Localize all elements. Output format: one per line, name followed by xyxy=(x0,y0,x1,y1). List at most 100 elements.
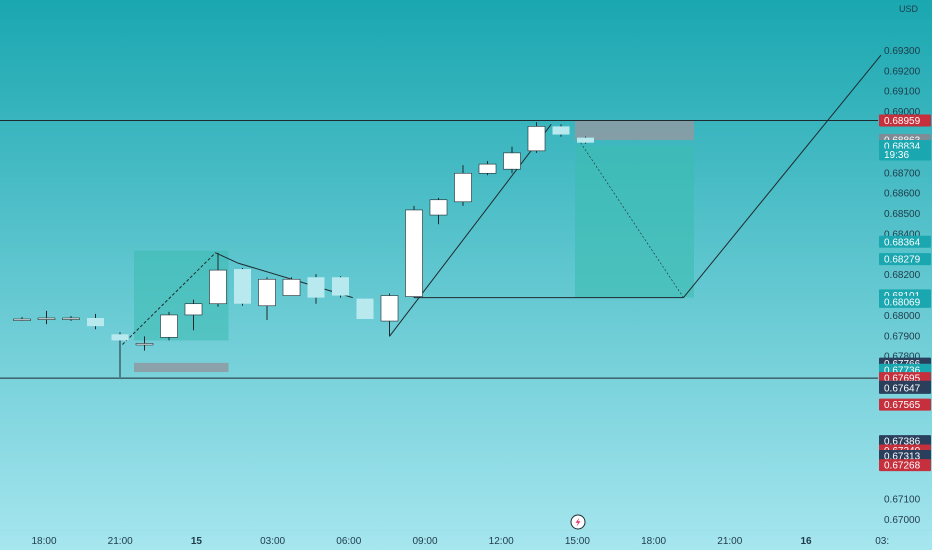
candle xyxy=(282,277,301,296)
stop-zone-right xyxy=(575,120,694,141)
svg-text:0.68834: 0.68834 xyxy=(884,141,921,152)
price-label: 0.67647 xyxy=(879,381,931,394)
candle xyxy=(332,276,349,298)
svg-text:0.67647: 0.67647 xyxy=(884,383,921,394)
x-tick-label: 09:00 xyxy=(412,536,437,547)
y-tick-label: 0.68500 xyxy=(884,209,921,220)
candle-body xyxy=(135,343,154,346)
candle xyxy=(478,161,497,176)
candle xyxy=(13,316,31,322)
y-tick-label: 0.67000 xyxy=(884,515,921,526)
candle-body xyxy=(454,172,472,203)
long-position-box-right xyxy=(575,145,694,298)
y-tick-label: 0.67100 xyxy=(884,494,921,505)
candle-body xyxy=(577,137,594,143)
price-label: 0.67313 xyxy=(879,450,931,463)
candle-body xyxy=(37,317,56,320)
svg-text:0.68959: 0.68959 xyxy=(884,116,921,127)
candle xyxy=(577,136,594,144)
y-tick-label: 0.68600 xyxy=(884,189,921,200)
x-axis[interactable]: 18:00 21:00 15 03:00 06:00 09:00 12:00 15:00 18:… xyxy=(0,529,932,547)
currency-label: USD xyxy=(899,4,919,14)
candle-body xyxy=(552,126,570,135)
box-diagonal xyxy=(580,142,684,298)
candle-body xyxy=(13,318,31,321)
candle xyxy=(552,124,570,137)
candle xyxy=(184,299,203,331)
x-tick-label: 18:00 xyxy=(641,536,666,547)
candle-body xyxy=(332,277,349,296)
candle-body xyxy=(478,163,497,174)
svg-text:0.68069: 0.68069 xyxy=(884,297,921,308)
candle xyxy=(160,311,178,341)
y-tick-label: 0.67800 xyxy=(884,352,921,363)
y-tick-label: 0.68200 xyxy=(884,270,921,281)
price-label: 0.67268 xyxy=(879,459,931,472)
candle-body xyxy=(503,152,521,170)
price-label: 0.67386 xyxy=(879,435,931,448)
candle-body xyxy=(356,298,374,320)
y-axis[interactable]: 0.69300 0.69200 0.69100 0.69000 0.68700 0.686… xyxy=(884,46,921,526)
x-tick-label: 18:00 xyxy=(31,536,56,547)
candle-body xyxy=(87,318,104,327)
candle-body xyxy=(307,277,325,298)
candle-body xyxy=(282,278,301,296)
price-label: 0.68069 xyxy=(879,295,931,308)
candle-body xyxy=(405,209,423,297)
price-label: 0.68364 xyxy=(879,235,931,248)
candle xyxy=(454,165,472,206)
y-tick-label: 0.69300 xyxy=(884,46,921,57)
trend-line xyxy=(122,252,216,345)
candle xyxy=(37,310,56,325)
candle-body xyxy=(258,278,276,307)
candle xyxy=(209,252,227,307)
x-tick-label: 15:00 xyxy=(565,536,590,547)
candle xyxy=(62,315,80,322)
candle-body xyxy=(527,126,546,152)
candle-body xyxy=(160,314,178,338)
svg-text:0.67695: 0.67695 xyxy=(884,374,921,385)
y-tick-label: 0.68000 xyxy=(884,311,921,322)
stop-zone-left xyxy=(134,362,229,373)
horizontal-lines-layer xyxy=(0,119,878,379)
candle xyxy=(258,277,276,321)
candle xyxy=(87,313,104,330)
candle xyxy=(527,122,546,153)
candle-body xyxy=(380,295,399,322)
svg-text:0.67268: 0.67268 xyxy=(884,461,921,472)
candle-body xyxy=(184,303,203,316)
y-tick-label: 0.68400 xyxy=(884,229,921,240)
svg-text:0.67313: 0.67313 xyxy=(884,452,921,463)
x-tick-label: 06:00 xyxy=(336,536,361,547)
price-labels-layer: 0.689590.688630.6883419:360.683640.68279… xyxy=(879,114,931,472)
y-tick-label: 0.69100 xyxy=(884,87,921,98)
y-tick-label: 0.69200 xyxy=(884,66,921,77)
y-tick-label: 0.68700 xyxy=(884,168,921,179)
price-label: 0.68959 xyxy=(879,114,931,127)
x-tick-label: 03:00 xyxy=(260,536,285,547)
x-tick-label: 21:00 xyxy=(717,536,742,547)
trend-line-main xyxy=(389,124,552,337)
y-tick-label: 0.67900 xyxy=(884,331,921,342)
x-tick-label: 16 xyxy=(800,536,812,547)
candle-body xyxy=(111,334,129,341)
svg-text:19:36: 19:36 xyxy=(884,150,909,161)
trend-line xyxy=(215,252,238,264)
candle xyxy=(405,205,423,298)
x-tick-label: 15 xyxy=(191,536,203,547)
price-label: 0.67565 xyxy=(879,398,931,411)
replay-icon[interactable] xyxy=(570,514,586,530)
x-tick-label: 21:00 xyxy=(108,536,133,547)
x-tick-label: 12:00 xyxy=(489,536,514,547)
candle-body xyxy=(62,317,80,320)
projection-line xyxy=(683,54,882,298)
y-tick-label: 0.69000 xyxy=(884,107,921,118)
candles-layer xyxy=(13,122,594,378)
svg-text:0.68279: 0.68279 xyxy=(884,255,921,266)
candle xyxy=(356,298,374,320)
svg-text:0.67386: 0.67386 xyxy=(884,437,921,448)
svg-text:0.68364: 0.68364 xyxy=(884,237,921,248)
candle-body xyxy=(429,199,448,216)
